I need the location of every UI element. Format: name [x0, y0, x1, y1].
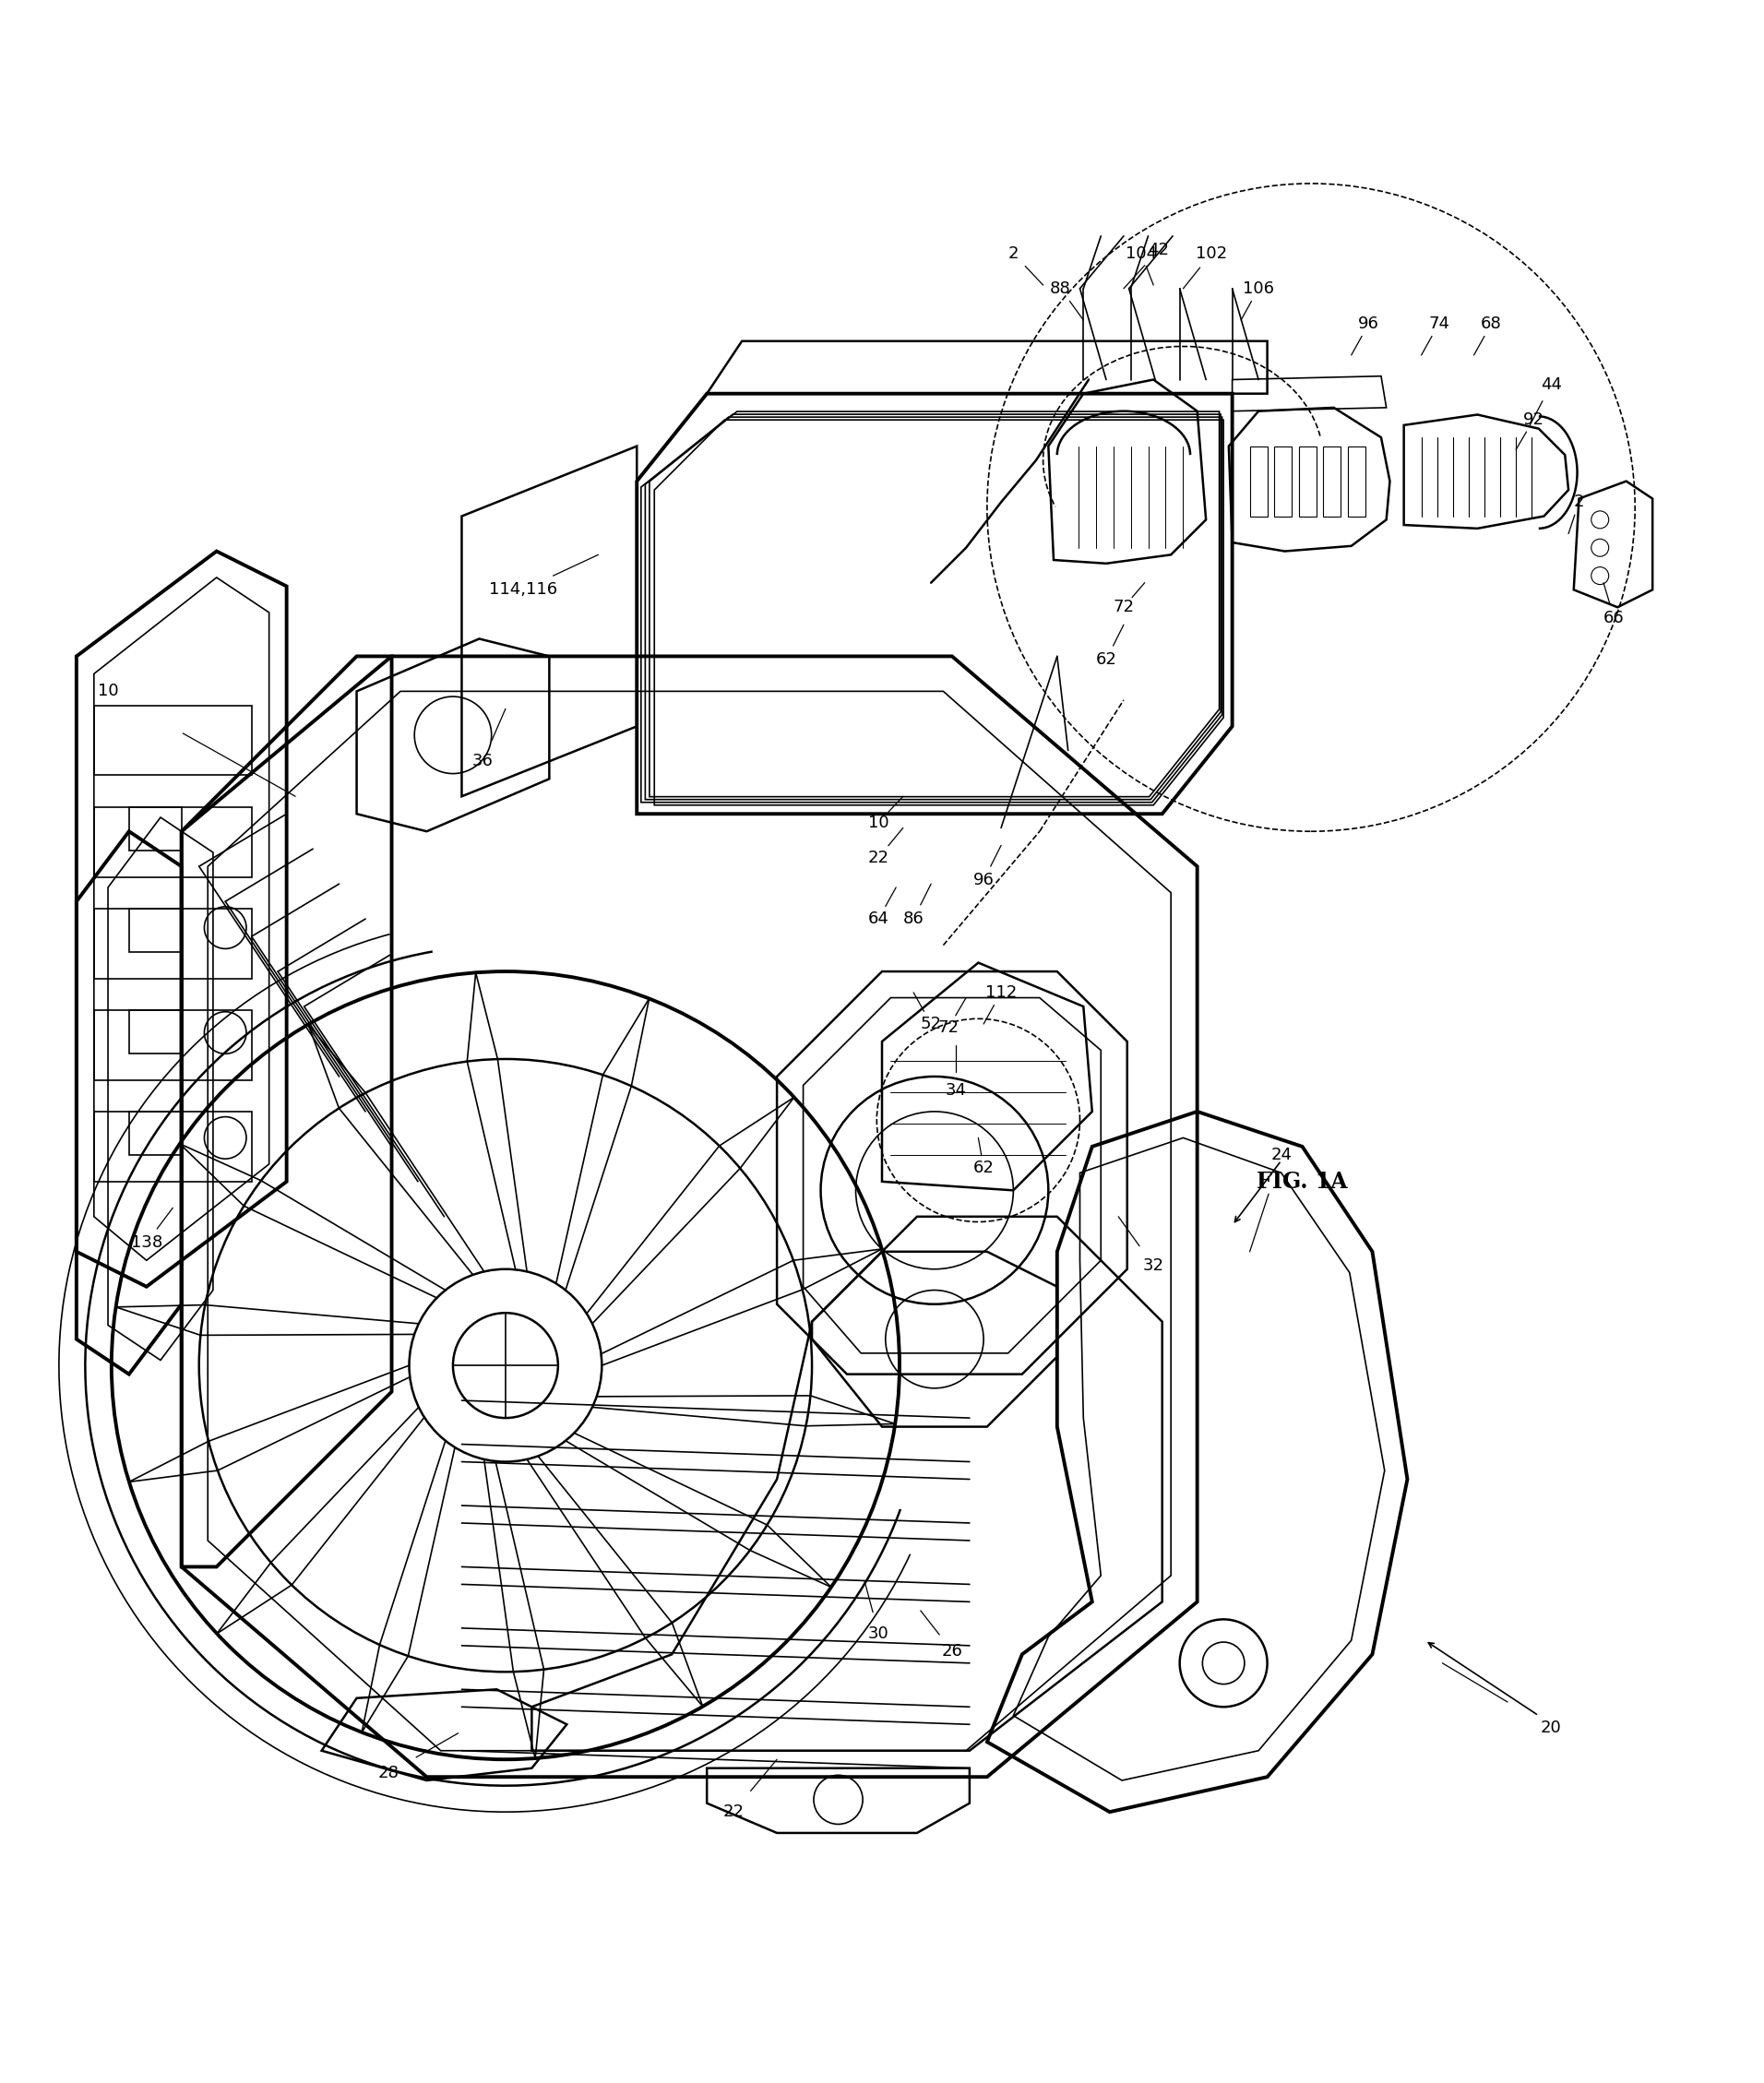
Text: 88: 88: [1050, 281, 1071, 298]
Text: 62: 62: [1095, 652, 1117, 669]
Text: 2: 2: [1573, 494, 1584, 510]
Text: 10: 10: [868, 814, 889, 831]
Text: 42: 42: [1148, 242, 1170, 258]
Text: 104: 104: [1125, 246, 1157, 262]
Text: 22: 22: [723, 1804, 744, 1821]
Text: 68: 68: [1482, 315, 1501, 331]
Text: 72: 72: [1113, 600, 1134, 617]
Text: 138: 138: [131, 1235, 162, 1252]
Text: 20: 20: [1540, 1721, 1561, 1737]
Text: 30: 30: [868, 1625, 889, 1641]
Text: 74: 74: [1429, 315, 1450, 331]
Text: 106: 106: [1244, 281, 1274, 298]
Text: 32: 32: [1143, 1258, 1164, 1275]
Text: 2: 2: [1007, 246, 1018, 262]
Text: 52: 52: [921, 1017, 942, 1033]
Text: 62: 62: [974, 1160, 995, 1177]
Text: 66: 66: [1603, 610, 1625, 627]
Text: 96: 96: [974, 873, 995, 889]
Text: 86: 86: [903, 910, 924, 927]
Text: 22: 22: [868, 850, 889, 867]
Text: 10: 10: [97, 683, 118, 700]
Text: 64: 64: [868, 910, 889, 927]
Text: 44: 44: [1540, 377, 1561, 394]
Text: 96: 96: [1358, 315, 1379, 331]
Text: 24: 24: [1270, 1148, 1291, 1164]
Text: FIG. 1A: FIG. 1A: [1256, 1171, 1348, 1194]
Text: 114,116: 114,116: [489, 581, 557, 598]
Text: 34: 34: [946, 1083, 967, 1100]
Text: 36: 36: [473, 754, 494, 769]
Text: 102: 102: [1196, 246, 1228, 262]
Text: 112: 112: [986, 983, 1016, 1000]
Text: 26: 26: [942, 1643, 963, 1660]
Text: 92: 92: [1522, 412, 1544, 429]
Text: 72: 72: [938, 1019, 960, 1035]
Text: 28: 28: [377, 1764, 399, 1781]
